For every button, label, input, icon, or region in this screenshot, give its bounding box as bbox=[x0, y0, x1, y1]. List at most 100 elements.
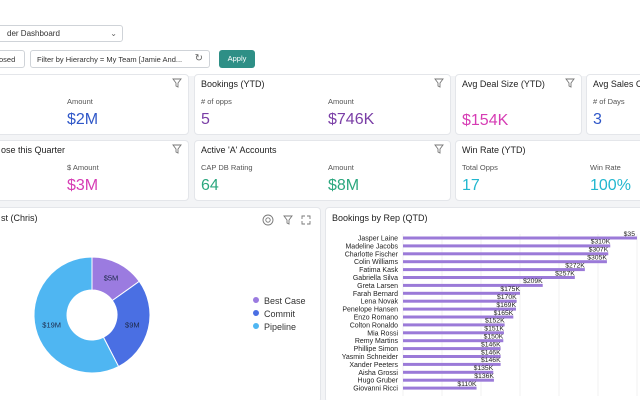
rep-name-label: Fatima Kask bbox=[359, 267, 398, 274]
booking-bar[interactable] bbox=[403, 315, 514, 319]
closed-won-amount: Amount $2M bbox=[67, 97, 98, 129]
active-accounts-amount-value: $8M bbox=[328, 177, 360, 194]
booking-bar[interactable] bbox=[403, 276, 575, 279]
legend-label: Pipeline bbox=[264, 322, 297, 332]
card-closed-won: Amount $2M bbox=[0, 74, 189, 135]
hierarchy-filter-label: Filter by Hierarchy = My Team [Jamie And… bbox=[37, 55, 183, 64]
card-title: Active 'A' Accounts bbox=[201, 145, 277, 155]
win-rate-opps-value: 17 bbox=[462, 177, 480, 194]
closed-won-amount-value: $2M bbox=[67, 111, 99, 128]
chevron-down-icon: ⌄ bbox=[110, 29, 117, 38]
booking-bar[interactable] bbox=[403, 386, 477, 390]
rep-name-label: Mia Rossi bbox=[367, 330, 398, 337]
booking-bar[interactable] bbox=[403, 378, 494, 382]
card-avg-sales-cycle: Avg Sales C # of Days 3 bbox=[586, 74, 640, 135]
avg-cycle-days-value: 3 bbox=[593, 111, 602, 128]
booking-bar[interactable] bbox=[403, 339, 504, 343]
rep-name-label: Colin Williams bbox=[354, 259, 398, 266]
booking-bar[interactable] bbox=[403, 244, 611, 248]
bar-value-label: $305K bbox=[587, 255, 607, 262]
filter-icon[interactable] bbox=[434, 144, 444, 154]
booking-bar[interactable] bbox=[403, 355, 501, 358]
expand-icon[interactable] bbox=[301, 215, 311, 225]
rep-name-label: Charlotte Fischer bbox=[345, 251, 399, 258]
bar-value-label: $151K bbox=[484, 326, 504, 333]
win-rate-opps-label: Total Opps bbox=[462, 163, 498, 172]
close-quarter-amount-value: $3M bbox=[67, 177, 99, 194]
bar-value-label: $146K bbox=[481, 341, 501, 348]
rep-name-label: Aisha Grossi bbox=[358, 370, 398, 377]
rep-name-label: Enzo Romano bbox=[354, 315, 398, 322]
apply-button[interactable]: Apply bbox=[219, 50, 255, 68]
booking-bar[interactable] bbox=[403, 283, 543, 287]
bar-value-label: $110K bbox=[457, 381, 477, 388]
card-close-this-quarter: ose this Quarter $ Amount $3M bbox=[0, 140, 189, 201]
card-avg-deal-size: Avg Deal Size (YTD) $154K bbox=[455, 74, 582, 135]
donut-slice-label: $9M bbox=[125, 320, 140, 329]
reset-icon[interactable]: ↻ bbox=[194, 53, 203, 64]
dashboard-select-label: der Dashboard bbox=[7, 29, 60, 38]
booking-bar[interactable] bbox=[403, 370, 494, 374]
close-quarter-amount-label: $ Amount bbox=[67, 163, 99, 172]
booking-bar[interactable] bbox=[403, 347, 501, 351]
booking-bar[interactable] bbox=[403, 307, 516, 311]
bar-value-label: $272K bbox=[565, 262, 585, 269]
bar-value-label: $307K bbox=[589, 247, 609, 254]
bar-value-label: $152K bbox=[485, 318, 505, 325]
win-rate-rate: Win Rate 100% bbox=[590, 163, 631, 195]
rep-name-label: Farah Bernard bbox=[353, 291, 398, 298]
card-title: ose this Quarter bbox=[1, 145, 66, 155]
bar-value-label: $209K bbox=[523, 278, 543, 285]
legend-pipeline[interactable]: Pipeline bbox=[253, 322, 296, 332]
win-rate-rate-label: Win Rate bbox=[590, 163, 621, 172]
active-accounts-rating-label: CAP DB Rating bbox=[201, 163, 253, 172]
donut-slice-label: $5M bbox=[104, 274, 119, 283]
rep-name-label: Colton Ronaldo bbox=[350, 322, 398, 329]
active-accounts-rating: CAP DB Rating 64 bbox=[201, 163, 253, 195]
dashboard-select[interactable]: der Dashboard ⌄ bbox=[0, 25, 123, 42]
closed-won-amount-label: Amount bbox=[67, 97, 93, 106]
filter-bar: der Dashboard ⌄ osed Filter by Hierarchy… bbox=[0, 0, 640, 76]
rep-name-label: Madeline Jacobs bbox=[345, 243, 398, 250]
legend-commit[interactable]: Commit bbox=[253, 309, 295, 319]
forecast-donut: $5M $9M $19M bbox=[33, 256, 151, 374]
chart-title: Bookings by Rep (QTD) bbox=[332, 213, 428, 223]
filter-icon[interactable] bbox=[565, 78, 575, 88]
booking-bar[interactable] bbox=[403, 236, 637, 240]
bar-value-label: $146K bbox=[481, 357, 501, 364]
avg-cycle-days: # of Days 3 bbox=[593, 97, 625, 129]
win-rate-rate-value: 100% bbox=[590, 177, 631, 194]
booking-bar[interactable] bbox=[403, 299, 517, 303]
close-quarter-amount: $ Amount $3M bbox=[67, 163, 99, 195]
rep-name-label: Hugo Gruber bbox=[358, 378, 399, 385]
card-bookings-by-rep: Bookings by Rep (QTD) $0$50K$0.1M$0.2M$0… bbox=[325, 207, 640, 400]
bar-value-label: $150K bbox=[484, 334, 504, 341]
bar-value-label: $165K bbox=[494, 310, 514, 317]
card-title: Avg Deal Size (YTD) bbox=[462, 79, 545, 89]
booking-bar[interactable] bbox=[403, 268, 585, 272]
hierarchy-filter-chip[interactable]: Filter by Hierarchy = My Team [Jamie And… bbox=[30, 50, 210, 68]
target-icon[interactable] bbox=[262, 214, 274, 226]
rep-name-label: Phillipe Simon bbox=[354, 346, 398, 353]
booking-bar[interactable] bbox=[403, 323, 505, 327]
closed-filter-chip[interactable]: osed bbox=[0, 50, 25, 68]
donut-slice-pipeline[interactable] bbox=[33, 256, 120, 374]
avg-deal-metric: $154K bbox=[462, 107, 508, 130]
donut-slice-commit[interactable] bbox=[102, 280, 151, 368]
legend-label: Commit bbox=[264, 309, 295, 319]
rep-name-label: Giovanni Ricci bbox=[353, 386, 398, 393]
booking-bar[interactable] bbox=[403, 260, 607, 264]
booking-bar[interactable] bbox=[403, 291, 520, 295]
booking-bar[interactable] bbox=[403, 362, 501, 366]
active-accounts-rating-value: 64 bbox=[201, 177, 219, 194]
filter-icon[interactable] bbox=[283, 215, 293, 225]
card-title: Avg Sales C bbox=[593, 79, 640, 89]
bookings-opps: # of opps 5 bbox=[201, 97, 232, 129]
booking-bar[interactable] bbox=[403, 252, 609, 256]
filter-icon[interactable] bbox=[172, 144, 182, 154]
booking-bar[interactable] bbox=[403, 331, 504, 335]
rep-name-label: Xander Peeters bbox=[349, 362, 398, 369]
filter-icon[interactable] bbox=[172, 78, 182, 88]
filter-icon[interactable] bbox=[434, 78, 444, 88]
legend-best-case[interactable]: Best Case bbox=[253, 296, 306, 306]
